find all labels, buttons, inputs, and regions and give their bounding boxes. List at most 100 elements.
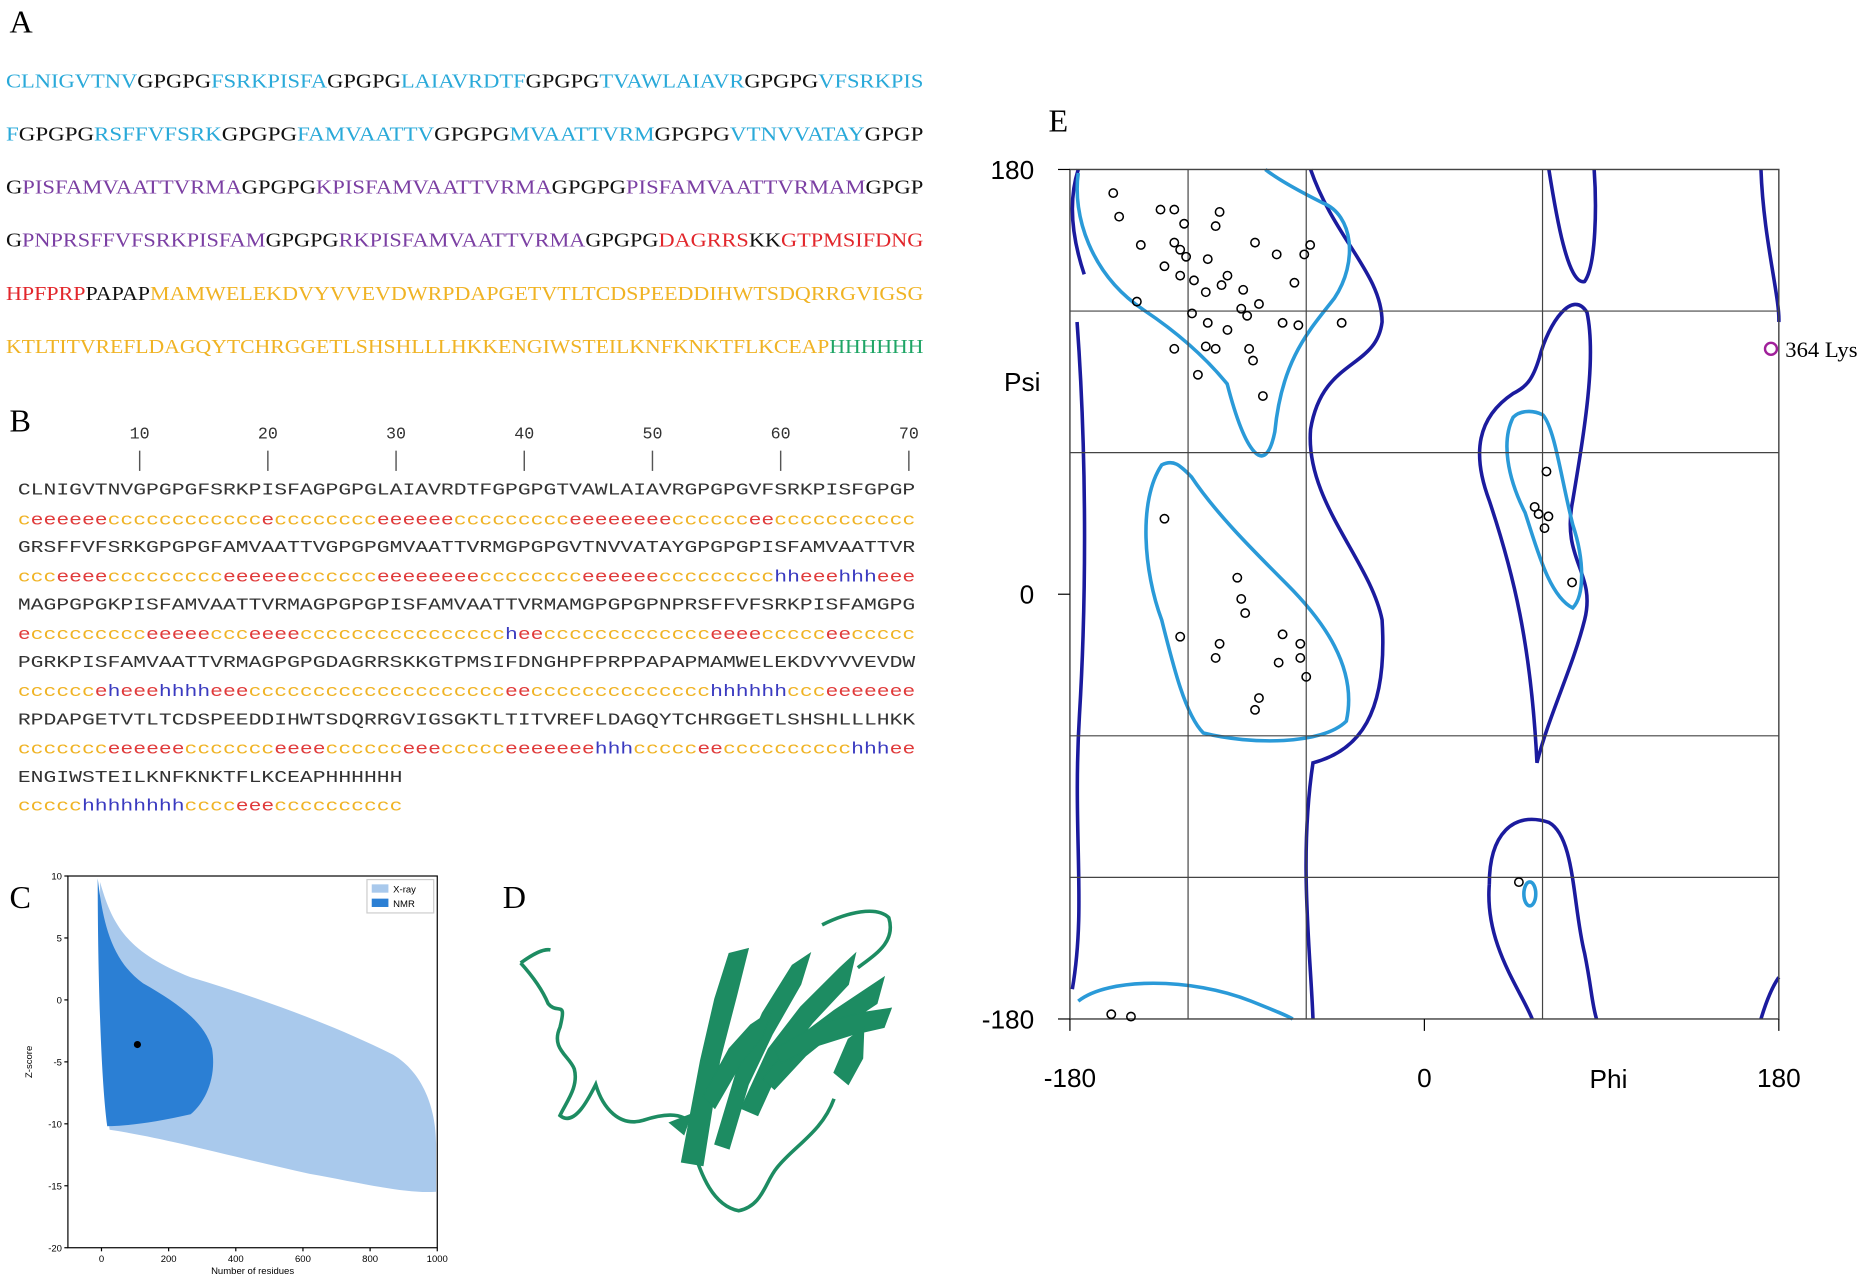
residue-point	[1254, 299, 1264, 309]
ss-run: eeeeeeee	[569, 512, 672, 531]
sequence-row: ENGIWSTEILKNFKNKTFLKCEAPHHHHHH	[18, 769, 403, 788]
residue-point	[1179, 218, 1190, 229]
ss-run: ccccccc	[185, 740, 275, 759]
panel-label: D	[503, 879, 526, 915]
ss-run: eeeeeee	[505, 740, 595, 759]
sequence-segment: GPGPG	[137, 70, 211, 92]
ss-run: ee	[749, 512, 775, 531]
ss-run: cccccccccccccc	[531, 683, 710, 702]
sequence-segment: DAGRRS	[658, 230, 748, 252]
sequence-segment: KPISFAMVAATTVRMA	[316, 177, 552, 199]
residue-point	[1250, 704, 1260, 715]
ss-run: ccccccc	[18, 740, 108, 759]
x-tick-label: 0	[1417, 1063, 1432, 1093]
y-tick-label: 0	[57, 995, 62, 1006]
ss-run: hhh	[838, 569, 876, 588]
ss-run: ee	[518, 626, 544, 645]
residue-point	[1254, 693, 1264, 703]
ss-run: e	[18, 626, 31, 645]
y-tick-label: -5	[53, 1057, 61, 1068]
residue-point	[1336, 317, 1347, 328]
y-tick-label: -15	[48, 1181, 62, 1192]
sequence-segment: F	[6, 123, 19, 145]
ss-run: c	[18, 512, 31, 531]
sequence-segment: CLNIGVTNV	[6, 70, 138, 92]
residue-point	[1271, 249, 1282, 260]
residue-point	[1533, 509, 1544, 519]
residue-point	[1236, 593, 1247, 604]
sequence-segment: GPGPG	[242, 177, 316, 199]
ss-run: eeeeee	[108, 740, 185, 759]
sequence-segment: GPGP	[865, 123, 924, 145]
sequence-row: CLNIGVTNVGPGPGFSRKPISFAGPGPGLAIAVRDTFGPG…	[18, 482, 915, 501]
residue-point	[1289, 277, 1300, 288]
y-tick-label: 5	[57, 934, 62, 945]
residue-point	[1169, 343, 1180, 354]
residue-point	[1244, 343, 1255, 354]
ruler-label: 20	[258, 426, 278, 445]
ss-run: cccccccccc	[723, 740, 851, 759]
ss-run: ccc	[787, 683, 825, 702]
residue-point	[1257, 391, 1268, 401]
sequence-row: GRSFFVFSRKGPGPGFAMVAATTVGPGPGMVAATTVRMGP…	[18, 539, 915, 558]
x-tick-label: 1000	[427, 1254, 448, 1265]
legend-label: X-ray	[393, 885, 416, 896]
y-tick-label: 0	[1020, 580, 1035, 610]
x-tick-label: -180	[1044, 1063, 1096, 1093]
residue-point	[1108, 188, 1119, 199]
ss-run: e	[261, 512, 274, 531]
sequence-line: GPNPRSFFVFSRKPISFAM GPGPG RKPISFAMVAATTVRM…	[6, 230, 923, 252]
ruler-label: 70	[899, 426, 919, 445]
ss-run: cccccc	[18, 683, 95, 702]
density-clouds	[97, 878, 437, 1193]
residue-point	[1106, 1009, 1117, 1020]
residue-point	[1541, 466, 1552, 477]
residue-point	[1250, 237, 1260, 248]
sequence-segment: GPGPG	[19, 123, 94, 145]
sequence-segment: MVAATTVRM	[509, 123, 654, 145]
residue-point	[1567, 577, 1578, 588]
ss-run: ccccc	[18, 797, 82, 816]
ss-run: hhh	[595, 740, 633, 759]
ss-run: eeeee	[146, 626, 210, 645]
residue-point	[1242, 310, 1253, 321]
residue-point	[1169, 237, 1180, 248]
sequence-line: G PISFAMVAATTVRMA GPGPG KPISFAMVAATTVRMA GPG…	[6, 177, 923, 199]
sequence-row: RPDAPGETVTLTCDSPEEDDIHWTSDQRRGVIGSGKTLTI…	[18, 711, 915, 730]
sequence-row: PGRKPISFAMVAATTVRMAGPGPGDAGRRSKKGTPMSIFD…	[18, 654, 915, 673]
residue-point	[1192, 369, 1203, 380]
residue-point	[1210, 343, 1221, 354]
ss-run: hhhhhhhh	[82, 797, 185, 816]
ss-run: ccccc	[633, 740, 697, 759]
ss-run: ccccccccc	[31, 626, 146, 645]
protein-ribbon	[519, 909, 893, 1213]
ss-run: cccccc	[672, 512, 749, 531]
panel-label: E	[1048, 102, 1068, 138]
ss-run: ccccccccc	[454, 512, 569, 531]
residue-point	[1169, 204, 1180, 215]
sequence-segment: GTPMSIFDNG	[781, 230, 923, 252]
residue-point	[1175, 244, 1186, 255]
ss-run: cccccccccccc	[108, 512, 262, 531]
residue-point	[1210, 221, 1221, 232]
residue-point	[1126, 1011, 1136, 1022]
ss-run: hhhhhh	[710, 683, 787, 702]
x-tick-label: 200	[161, 1254, 177, 1265]
ss-run: eee	[236, 797, 274, 816]
ss-run: ee	[890, 740, 916, 759]
sequence-segment: GPGPG	[655, 123, 730, 145]
residue-point	[1222, 324, 1233, 335]
sequence-segment: GPGPG	[327, 70, 401, 92]
sequence-segment: TVAWLAIAVR	[599, 70, 745, 92]
y-tick-label: 180	[990, 155, 1034, 185]
sequence-line: HPFPRP PAPAP MAMWELEKDVYVVEVDWRPDAPGETVTLT…	[6, 283, 923, 305]
sequence-segment: FSRKPISFA	[211, 70, 327, 92]
residue-point	[1155, 204, 1166, 215]
ss-run: h	[505, 626, 518, 645]
sequence-segment: FAMVAATTV	[297, 123, 434, 145]
residue-point	[1187, 308, 1197, 319]
ss-run: cccccc	[300, 569, 377, 588]
residue-point	[1210, 652, 1221, 663]
